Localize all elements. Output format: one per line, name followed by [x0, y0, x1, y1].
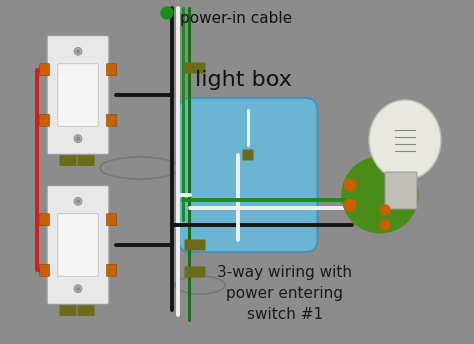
FancyBboxPatch shape [184, 63, 206, 74]
Text: 3-way wiring with
power entering
switch #1: 3-way wiring with power entering switch … [218, 265, 353, 322]
Circle shape [76, 199, 80, 203]
Circle shape [161, 7, 173, 19]
FancyBboxPatch shape [47, 185, 109, 304]
FancyBboxPatch shape [39, 264, 49, 276]
Circle shape [344, 199, 356, 211]
FancyBboxPatch shape [47, 35, 109, 154]
Circle shape [342, 157, 418, 233]
FancyBboxPatch shape [60, 155, 76, 166]
FancyBboxPatch shape [107, 64, 117, 76]
Circle shape [380, 205, 390, 215]
Circle shape [76, 287, 80, 291]
FancyBboxPatch shape [107, 214, 117, 226]
FancyBboxPatch shape [78, 155, 94, 166]
FancyBboxPatch shape [107, 264, 117, 276]
FancyBboxPatch shape [243, 150, 254, 161]
Circle shape [74, 285, 82, 293]
Circle shape [74, 135, 82, 143]
Text: light box: light box [194, 70, 292, 90]
FancyBboxPatch shape [58, 64, 98, 126]
FancyBboxPatch shape [385, 172, 417, 209]
FancyBboxPatch shape [39, 64, 49, 76]
Circle shape [74, 197, 82, 205]
Ellipse shape [369, 100, 441, 180]
Circle shape [76, 49, 80, 53]
FancyBboxPatch shape [78, 305, 94, 316]
FancyBboxPatch shape [179, 98, 318, 252]
FancyBboxPatch shape [58, 214, 98, 276]
FancyBboxPatch shape [60, 305, 76, 316]
FancyBboxPatch shape [184, 239, 206, 250]
FancyBboxPatch shape [39, 114, 49, 126]
Circle shape [74, 47, 82, 55]
FancyBboxPatch shape [107, 114, 117, 126]
FancyBboxPatch shape [184, 267, 206, 278]
Circle shape [380, 220, 390, 230]
Circle shape [76, 137, 80, 141]
FancyBboxPatch shape [39, 214, 49, 226]
Text: power-in cable: power-in cable [180, 11, 292, 26]
Circle shape [344, 179, 356, 191]
